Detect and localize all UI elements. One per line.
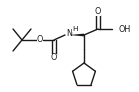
Text: O: O: [51, 54, 57, 62]
Text: O: O: [95, 7, 101, 15]
Polygon shape: [72, 34, 84, 36]
Text: H: H: [72, 26, 78, 32]
Text: O: O: [37, 34, 43, 44]
Text: OH: OH: [119, 24, 131, 33]
Text: N: N: [66, 30, 72, 38]
